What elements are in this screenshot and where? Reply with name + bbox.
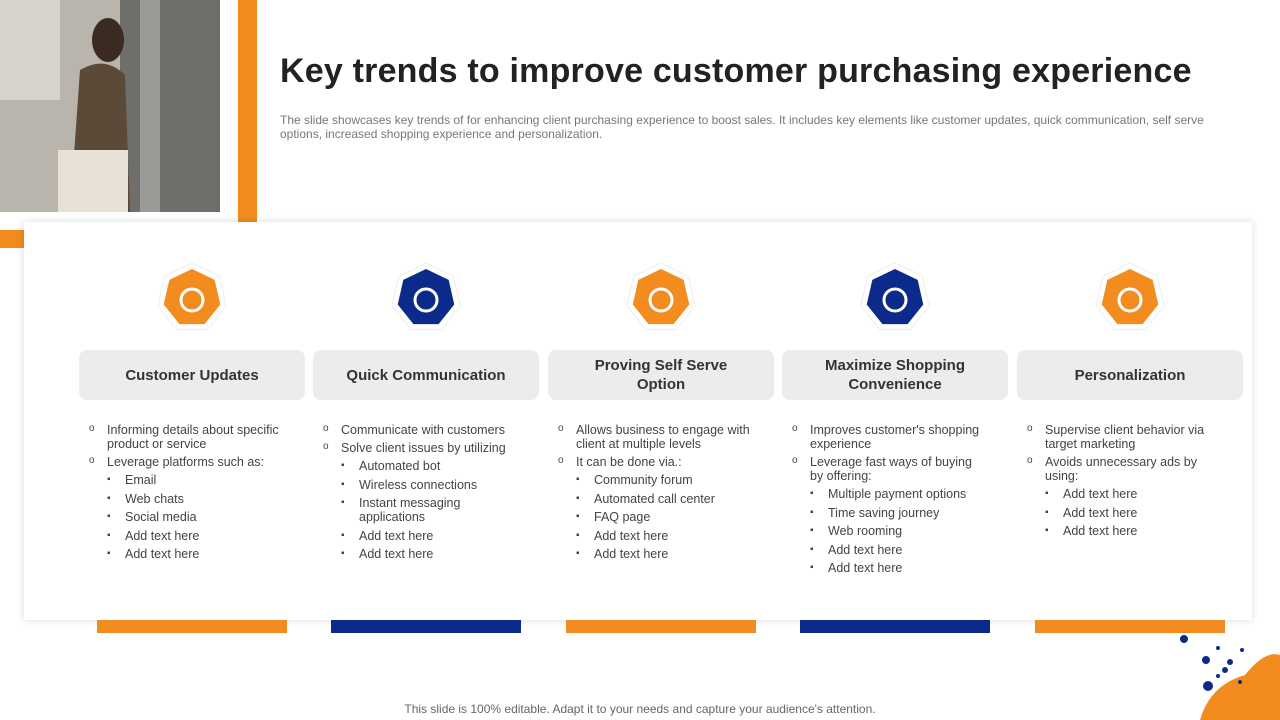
sub-bullet: Add text here bbox=[341, 547, 518, 561]
icon bbox=[391, 263, 461, 331]
bullet-list: Improves customer's shopping experience L… bbox=[792, 422, 987, 580]
sub-list: Automated bot Wireless connections Instant… bbox=[341, 459, 518, 561]
heading-text: Maximize Shopping Convenience bbox=[824, 357, 965, 393]
sub-bullet: Wireless connections bbox=[341, 478, 518, 492]
sub-bullet: Add text here bbox=[810, 543, 987, 557]
sub-bullet: Add text here bbox=[107, 547, 284, 561]
icon bbox=[1095, 263, 1165, 331]
bullet-list: Supervise client behavior via target mar… bbox=[1027, 422, 1222, 543]
bullet: Solve client issues by utilizing Automate… bbox=[323, 440, 518, 561]
accent-bar bbox=[97, 620, 287, 633]
sub-bullet: Add text here bbox=[1045, 506, 1222, 520]
bullet: Informing details about specific product… bbox=[89, 422, 284, 451]
bullet-text: Communicate with customers bbox=[341, 423, 505, 437]
bullet-text: Improves customer's shopping experience bbox=[810, 423, 980, 451]
bullet-text: Leverage fast ways of buying by offering… bbox=[810, 455, 972, 483]
sub-bullet: Add text here bbox=[576, 529, 753, 543]
bullet: Supervise client behavior via target mar… bbox=[1027, 422, 1222, 451]
icon bbox=[626, 263, 696, 331]
sub-bullet: Add text here bbox=[1045, 487, 1222, 501]
bullet: Improves customer's shopping experience bbox=[792, 422, 987, 451]
accent-bar bbox=[331, 620, 521, 633]
accent-bar bbox=[566, 620, 756, 633]
column-heading: Maximize Shopping Convenience bbox=[782, 350, 1008, 400]
subtitle: The slide showcases key trends of for en… bbox=[280, 113, 1204, 141]
bullet-text: Supervise client behavior via target mar… bbox=[1045, 423, 1205, 451]
column-heading: Proving Self Serve Option bbox=[548, 350, 774, 400]
bullet-list: Allows business to engage with client at… bbox=[558, 422, 753, 566]
sub-bullet: Community forum bbox=[576, 473, 753, 487]
bullet: It can be done via.: Community forum Autom… bbox=[558, 454, 753, 561]
sub-bullet: Instant messaging applications bbox=[341, 496, 518, 524]
accent-bar bbox=[1035, 620, 1225, 633]
sub-list: Community forum Automated call center FAQ … bbox=[576, 473, 753, 561]
sub-bullet: Web chats bbox=[107, 492, 284, 506]
sub-list: Email Web chats Social media Add text here A… bbox=[107, 473, 284, 561]
sub-bullet: Social media bbox=[107, 510, 284, 524]
footer: This slide is 100% editable. Adapt it to… bbox=[404, 702, 876, 716]
accent-bar bbox=[800, 620, 990, 633]
sub-bullet: FAQ page bbox=[576, 510, 753, 524]
photo bbox=[0, 0, 220, 212]
heading-text: Customer Updates bbox=[125, 366, 259, 384]
bullet-list: Informing details about specific product… bbox=[89, 422, 284, 566]
title: Key trends to improve customer purchasin… bbox=[280, 52, 1192, 90]
bullet-text: Avoids unnecessary ads by using: bbox=[1045, 455, 1197, 483]
bullet-text: Informing details about specific product… bbox=[107, 423, 279, 451]
sub-bullet: Automated call center bbox=[576, 492, 753, 506]
sub-bullet: Add text here bbox=[1045, 524, 1222, 538]
bullet-text: Solve client issues by utilizing bbox=[341, 441, 506, 455]
sub-bullet: Automated bot bbox=[341, 459, 518, 473]
icon bbox=[860, 263, 930, 331]
heading-text: Proving Self Serve Option bbox=[594, 357, 728, 393]
heading-text: Personalization bbox=[1074, 366, 1186, 384]
column-heading: Personalization bbox=[1017, 350, 1243, 400]
sub-list: Multiple payment options Time saving jour… bbox=[810, 487, 987, 575]
sub-bullet: Time saving journey bbox=[810, 506, 987, 520]
bullet-text: Leverage platforms such as: bbox=[107, 455, 265, 469]
bullet: Leverage fast ways of buying by offering… bbox=[792, 454, 987, 575]
bullet: Communicate with customers bbox=[323, 422, 518, 437]
sub-bullet: Add text here bbox=[576, 547, 753, 561]
bullet-text: It can be done via.: bbox=[576, 455, 682, 469]
bullet: Avoids unnecessary ads by using: Add text… bbox=[1027, 454, 1222, 538]
heading-text: Quick Communication bbox=[346, 366, 506, 384]
icon bbox=[157, 263, 227, 331]
sub-bullet: Email bbox=[107, 473, 284, 487]
bullet: Allows business to engage with client at… bbox=[558, 422, 753, 451]
sub-list: Add text here Add text here Add text here bbox=[1045, 487, 1222, 538]
sub-bullet: Add text here bbox=[107, 529, 284, 543]
bullet-list: Communicate with customers Solve client i… bbox=[323, 422, 518, 566]
sub-bullet: Web rooming bbox=[810, 524, 987, 538]
sub-bullet: Add text here bbox=[341, 529, 518, 543]
sub-bullet: Multiple payment options bbox=[810, 487, 987, 501]
bullet: Leverage platforms such as: Email Web chat… bbox=[89, 454, 284, 561]
decoration bbox=[1180, 635, 1280, 720]
column-heading: Customer Updates bbox=[79, 350, 305, 400]
bullet-text: Allows business to engage with client at… bbox=[576, 423, 750, 451]
column-heading: Quick Communication bbox=[313, 350, 539, 400]
sub-bullet: Add text here bbox=[810, 561, 987, 575]
